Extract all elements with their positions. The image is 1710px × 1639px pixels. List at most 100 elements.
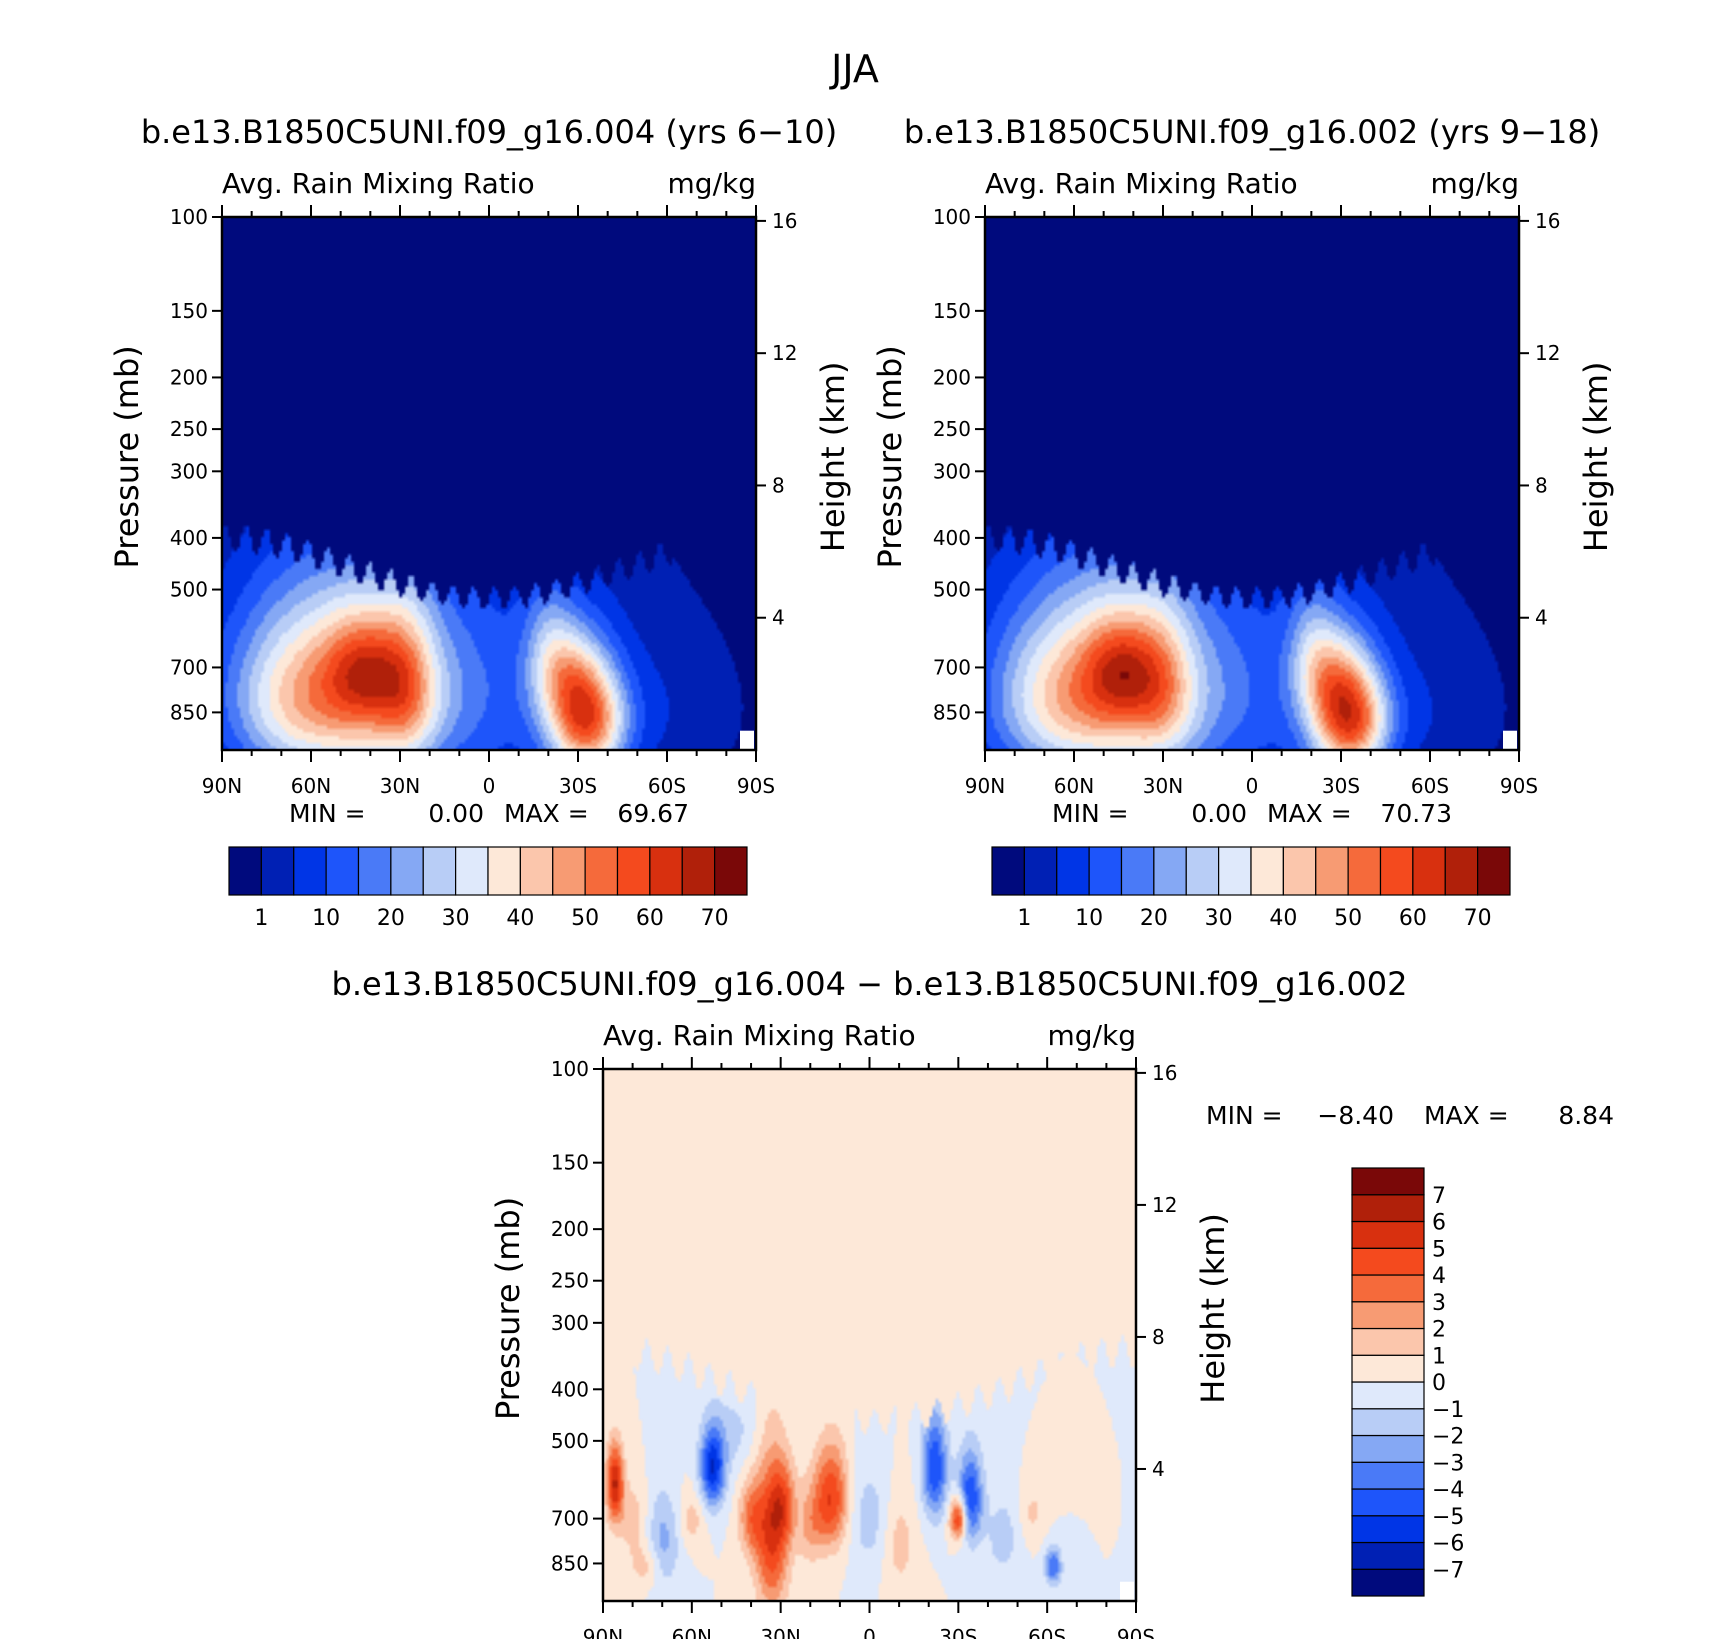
panel1-variable-label: Avg. Rain Mixing Ratio [222,167,535,200]
panel1-colorbar-box [616,846,651,896]
panel3-min-value: −8.40 [1317,1101,1394,1130]
panel1-colorbar-box [519,846,554,896]
panel2-colorbar-box [1477,846,1511,896]
panel2-colorbar-box [991,846,1025,896]
panel3-colorbar-box [1351,1354,1425,1383]
panel3-xtick-label: 0 [863,1625,876,1639]
panel1-ytick-label: 100 [170,205,208,229]
panel3-ylabel-right: Height (km) [1194,1213,1232,1404]
panel2-xtick-label: 30N [1143,774,1183,798]
panel3-colorbar-box [1351,1220,1425,1249]
panel2-colorbar-box [1185,846,1220,896]
panel2-colorbar-label: 60 [1399,906,1427,931]
panel1-ytick-label: 850 [170,700,208,724]
panel1-colorbar-box [325,846,360,896]
panel1-max-label: MAX = [504,799,589,828]
panel3-ylabel: Pressure (mb) [489,1197,527,1420]
panel2-ytick-right-label: 8 [1535,473,1548,497]
panel2-contour-field [985,217,1519,750]
panel3-colorbar-label: 4 [1432,1264,1446,1289]
panel3-colorbar-box [1351,1247,1425,1276]
panel1-colorbar-box [552,846,586,896]
panel2-colorbar-box [1023,846,1058,896]
panel3-ytick-label: 500 [551,1429,589,1453]
panel1-colorbar-box [260,846,295,896]
panel3-missing-region [1120,1581,1134,1601]
panels: b.e13.B1850C5UNI.f09_g16.004 (yrs 6−10) A… [108,113,1615,1639]
panel3-colorbar-box [1351,1515,1425,1544]
panel2: b.e13.B1850C5UNI.f09_g16.002 (yrs 9−18) A… [871,113,1615,931]
panel1-ytick-right-label: 4 [772,606,785,630]
panel1-title: b.e13.B1850C5UNI.f09_g16.004 (yrs 6−10) [141,113,837,151]
panel2-ytick-label: 850 [933,700,971,724]
panel1-units-label: mg/kg [668,167,756,200]
panel2-min-label: MIN = [1052,799,1129,828]
panel2-ytick-label: 100 [933,205,971,229]
panel3-xtick-label: 90N [583,1625,623,1639]
panel2-colorbar-label: 30 [1205,906,1233,931]
panel3-ytick-label: 850 [551,1551,589,1575]
panel1-colorbar-box [584,846,619,896]
panel3-ytick-label: 200 [551,1217,589,1241]
panel3-title: b.e13.B1850C5UNI.f09_g16.004 − b.e13.B18… [332,965,1408,1003]
panel2-colorbar-label: 50 [1334,906,1362,931]
panel3-ytick-label: 400 [551,1377,589,1401]
panel1-ytick-right-label: 16 [772,209,797,233]
panel1-ytick-label: 300 [170,459,208,483]
panel3-max-label: MAX = [1424,1101,1509,1130]
panel3-colorbar-label: −4 [1432,1478,1464,1503]
panel1-colorbar-label: 10 [312,906,340,931]
panel1-xtick-label: 60S [648,774,686,798]
panel1-xtick-label: 0 [483,774,496,798]
panel2-colorbar-box [1282,846,1317,896]
panel1-colorbar-box [714,846,748,896]
panel3-ytick-label: 300 [551,1311,589,1335]
panel3-ytick-right-label: 4 [1152,1457,1165,1481]
panel3-colorbar-box [1351,1408,1425,1437]
panel3-colorbar-label: 1 [1432,1344,1446,1369]
panel1-ytick-label: 200 [170,365,208,389]
panel1-ytick-label: 250 [170,417,208,441]
panel2-xtick-label: 30S [1322,774,1360,798]
panel1-colorbar-label: 40 [506,906,534,931]
panel2-colorbar-box [1088,846,1123,896]
panel1-ylabel: Pressure (mb) [108,345,146,568]
panel1-colorbar-box [455,846,489,896]
panel1-max-value: 69.67 [617,799,689,828]
panel3-ytick-right-label: 16 [1152,1061,1177,1085]
panel3-colorbar-box [1351,1274,1425,1303]
panel2-variable-label: Avg. Rain Mixing Ratio [985,167,1298,200]
panel1-ytick-label: 150 [170,299,208,323]
panel3-colorbar-label: −5 [1432,1505,1464,1530]
panel3-colorbar-box [1351,1488,1425,1517]
panel2-colorbar-box [1218,846,1252,896]
panel1-xtick-label: 60N [291,774,331,798]
panel3-ytick-right-label: 8 [1152,1325,1165,1349]
panel2-colorbar-label: 40 [1269,906,1297,931]
panel2-xtick-label: 90N [965,774,1005,798]
panel3-colorbar-box [1351,1167,1425,1196]
panel2-min-value: 0.00 [1191,799,1247,828]
panel2-units-label: mg/kg [1431,167,1519,200]
panel1-xtick-label: 90S [737,774,775,798]
panel1-colorbar-label: 30 [442,906,470,931]
panel1-ytick-label: 400 [170,526,208,550]
panel1-colorbar-label: 60 [636,906,664,931]
panel3-min-label: MIN = [1206,1101,1283,1130]
panel2-ytick-right-label: 4 [1535,606,1548,630]
panel2-colorbar-box [1315,846,1349,896]
panel1-contour-field [222,217,756,750]
panel2-colorbar-box [1347,846,1382,896]
panel2-max-label: MAX = [1267,799,1352,828]
panel2-colorbar-box [1412,846,1446,896]
panel1-colorbar-box [487,846,521,896]
panel3-colorbar-label: 2 [1432,1318,1446,1343]
panel3-colorbar-box [1351,1194,1425,1223]
panel2-colorbar-label: 10 [1075,906,1103,931]
panel2-colorbar-box [1153,846,1187,896]
panel3-colorbar-label: −3 [1432,1451,1464,1476]
panel2-ytick-label: 500 [933,578,971,602]
panel3-colorbar-box [1351,1381,1425,1410]
panel2-xtick-label: 90S [1500,774,1538,798]
